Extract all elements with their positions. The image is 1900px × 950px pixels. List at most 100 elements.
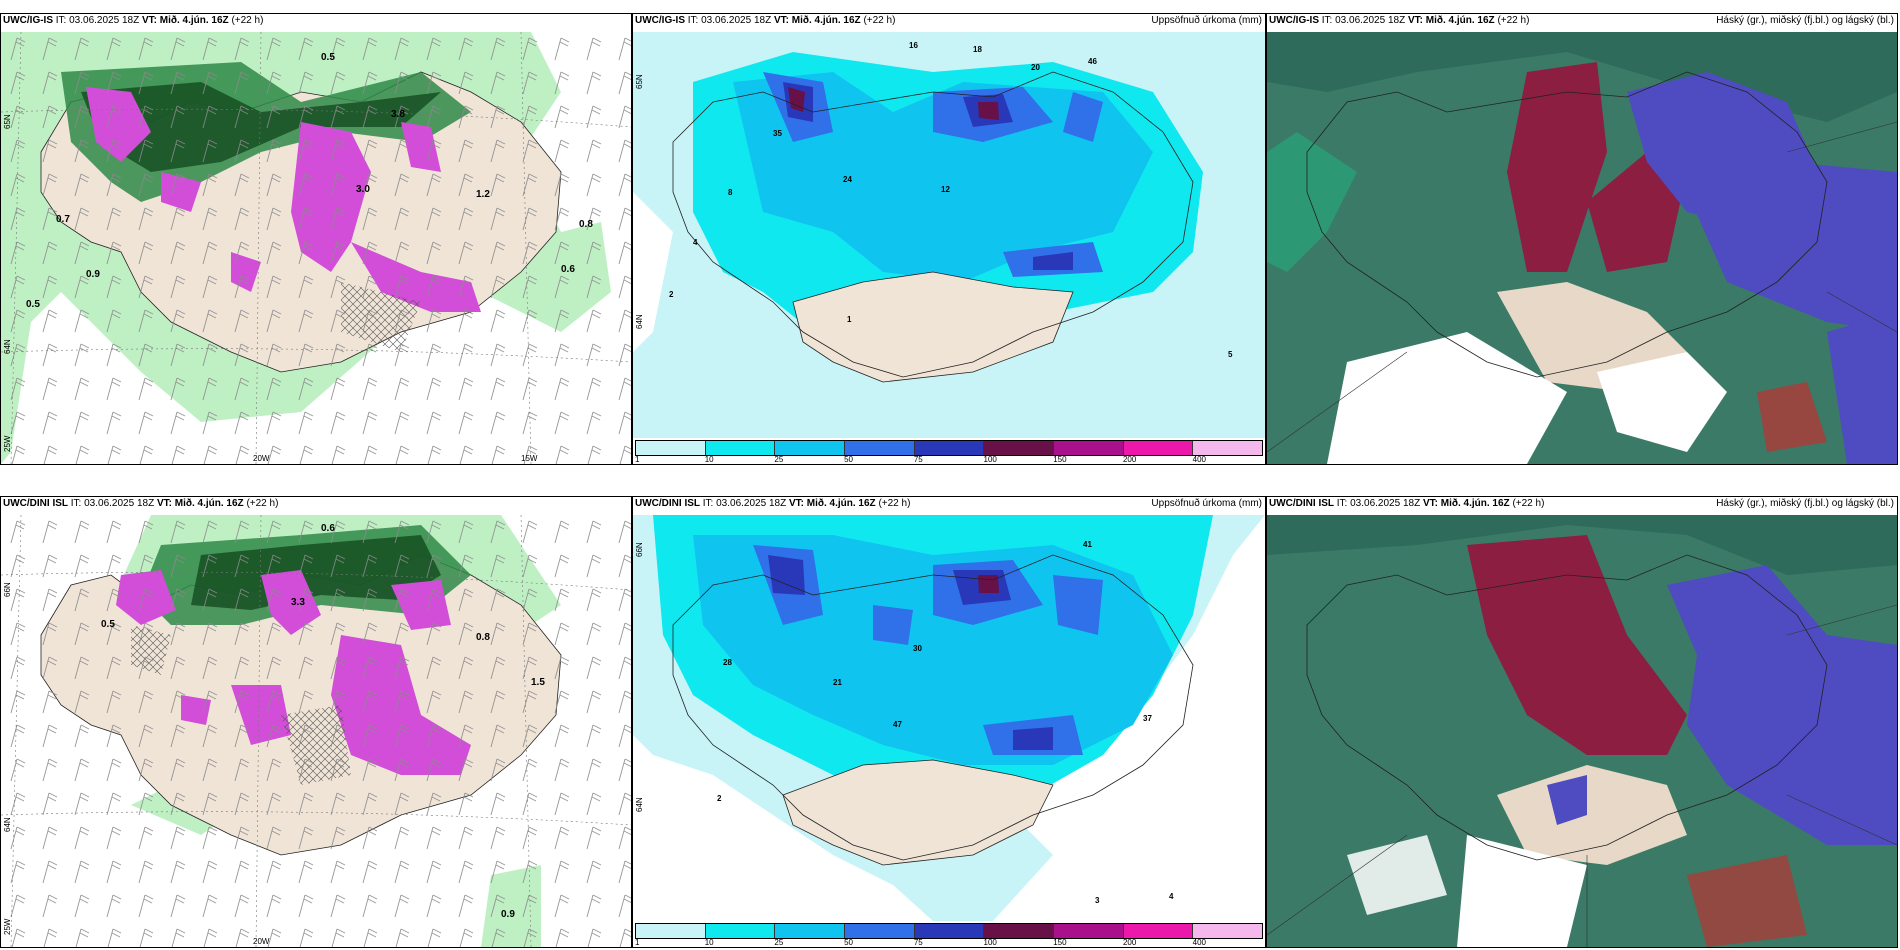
lat-label: 64N (635, 314, 644, 329)
value-label: 47 (893, 720, 902, 729)
field-title: Háský (gr.), miðský (fj.bl.) og lágský (… (1716, 498, 1894, 509)
value-label: 12 (941, 185, 950, 194)
value-label: 5 (1228, 350, 1233, 359)
map-clouds (1267, 32, 1897, 464)
value-label: 0.5 (321, 52, 335, 63)
value-label: 16 (909, 41, 918, 50)
colorbar-label: 10 (704, 455, 714, 464)
value-label: 35 (773, 129, 782, 138)
field-title: Uppsöfnuð úrkoma (mm) (1151, 498, 1262, 509)
value-label: 0.8 (579, 219, 593, 230)
panel-precip-bottom: UWC/DINI ISL IT: 03.06.2025 18Z VT: Mið.… (632, 496, 1266, 948)
colorbar-cell (705, 924, 776, 938)
panel-wind-precip-top: UWC/IG-IS IT: 03.06.2025 18Z VT: Mið. 4.… (0, 13, 632, 465)
value-label: 2 (669, 290, 674, 299)
value-label: 46 (1088, 57, 1097, 66)
colorbar-label: 50 (844, 938, 854, 947)
value-label: 3.3 (291, 597, 305, 608)
value-label: 1.5 (531, 677, 545, 688)
colorbar-cell (1193, 924, 1263, 938)
colorbar-cell (775, 924, 846, 938)
lat-label: 64N (635, 797, 644, 812)
precip-colorbar: 1 10 25 50 75 100 150 200 400 (633, 438, 1265, 464)
value-label: 41 (1083, 540, 1092, 549)
colorbar-label: 400 (1192, 938, 1207, 947)
value-label: 2 (717, 794, 722, 803)
map-clouds (1267, 515, 1897, 947)
panel-wind-precip-bottom: UWC/DINI ISL IT: 03.06.2025 18Z VT: Mið.… (0, 496, 632, 948)
panel-title: UWC/IG-IS IT: 03.06.2025 18Z VT: Mið. 4.… (1269, 15, 1530, 26)
colorbar-label: 100 (983, 938, 997, 947)
colorbar-cell (1123, 924, 1194, 938)
colorbar-cell (914, 441, 985, 455)
lat-label: 25W (3, 435, 12, 452)
panel-clouds-top: UWC/IG-IS IT: 03.06.2025 18Z VT: Mið. 4.… (1266, 13, 1898, 465)
colorbar-cell (775, 441, 846, 455)
value-label: 0.6 (321, 523, 335, 534)
colorbar-cell (845, 441, 915, 455)
colorbar-cell (1123, 441, 1194, 455)
colorbar-cell (1054, 441, 1124, 455)
colorbar-label: 25 (774, 938, 784, 947)
colorbar-label: 400 (1192, 455, 1207, 464)
value-label: 0.9 (501, 909, 515, 920)
colorbar-cell (984, 924, 1055, 938)
panel-precip-top: UWC/IG-IS IT: 03.06.2025 18Z VT: Mið. 4.… (632, 13, 1266, 465)
value-label: 3 (1095, 896, 1100, 905)
lat-label: 66N (635, 542, 644, 557)
value-label: 21 (833, 678, 842, 687)
value-label: 18 (973, 45, 982, 54)
colorbar-label: 150 (1053, 455, 1067, 464)
colorbar-cell (705, 441, 776, 455)
colorbar-label: 75 (913, 455, 923, 464)
map-wind-precip: 0.6 0.8 0.5 3.3 0.9 1.5 (1, 515, 631, 947)
value-label: 1 (847, 315, 852, 324)
field-title: Uppsöfnuð úrkoma (mm) (1151, 15, 1262, 26)
panel-clouds-bottom: UWC/DINI ISL IT: 03.06.2025 18Z VT: Mið.… (1266, 496, 1898, 948)
map-precip: 41 30 28 21 47 37 2 4 3 (633, 515, 1265, 921)
lon-label: 20W (253, 937, 270, 946)
colorbar-label: 1 (635, 455, 640, 464)
colorbar-cell (1054, 924, 1124, 938)
precip-colorbar: 1 10 25 50 75 100 150 200 400 (633, 921, 1265, 947)
colorbar-label: 100 (983, 455, 997, 464)
colorbar-cell (914, 924, 985, 938)
lat-label: 66N (3, 582, 12, 597)
panel-title: UWC/IG-IS IT: 03.06.2025 18Z VT: Mið. 4.… (635, 15, 896, 26)
value-label: 3.0 (356, 184, 370, 195)
value-label: 0.7 (56, 214, 70, 225)
value-label: 24 (843, 175, 852, 184)
lat-label: 64N (3, 339, 12, 354)
value-label: 0.5 (26, 299, 40, 310)
value-label: 20 (1031, 63, 1040, 72)
colorbar-label: 1 (635, 938, 640, 947)
value-label: 3.8 (391, 109, 405, 120)
colorbar-cell (1193, 441, 1263, 455)
colorbar-label: 25 (774, 455, 784, 464)
colorbar-cell (984, 441, 1055, 455)
colorbar-label: 200 (1122, 938, 1137, 947)
lat-label: 65N (635, 74, 644, 89)
value-label: 30 (913, 644, 922, 653)
panel-title: UWC/IG-IS IT: 03.06.2025 18Z VT: Mið. 4.… (3, 15, 264, 26)
field-title: Háský (gr.), miðský (fj.bl.) og lágský (… (1716, 15, 1894, 26)
value-label: 4 (1169, 892, 1174, 901)
lon-label: 15W (521, 454, 538, 463)
colorbar-label: 200 (1122, 455, 1137, 464)
lat-label: 64N (3, 817, 12, 832)
colorbar-label: 75 (913, 938, 923, 947)
colorbar-cell (636, 924, 706, 938)
colorbar-label: 150 (1053, 938, 1067, 947)
value-label: 0.6 (561, 264, 575, 275)
value-label: 0.5 (101, 619, 115, 630)
iceland-land (792, 271, 1074, 383)
value-label: 28 (723, 658, 732, 667)
value-label: 1.2 (476, 189, 490, 200)
value-label: 37 (1143, 714, 1152, 723)
panel-title: UWC/DINI ISL IT: 03.06.2025 18Z VT: Mið.… (635, 498, 911, 509)
colorbar-cell (845, 924, 915, 938)
value-label: 0.8 (476, 632, 490, 643)
colorbar-cell (636, 441, 706, 455)
lat-label: 25W (3, 918, 12, 935)
lon-label: 20W (253, 454, 270, 463)
